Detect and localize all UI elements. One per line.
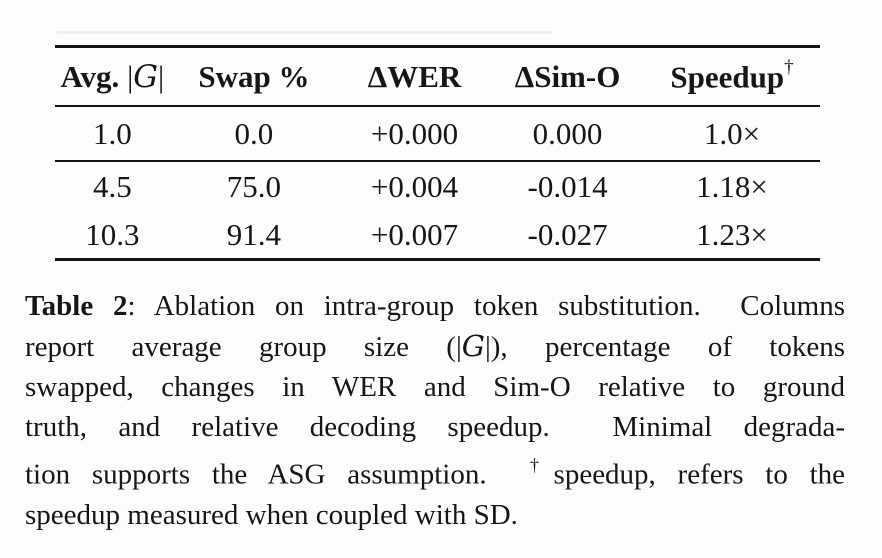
table-cell: 1.18×: [696, 168, 768, 204]
table-cell: -0.014: [527, 168, 608, 204]
col-header-delta-sim-o: ΔSim-O: [491, 46, 645, 107]
scan-artifact-line: [57, 31, 552, 34]
col-header-avg-group-size: Avg. |G|: [55, 46, 170, 107]
caption-line: Table 2: Ablation on intra-group token s…: [25, 290, 845, 322]
table-cell: 91.4: [226, 216, 282, 252]
table-header-row: Avg. |G| Swap % ΔWER ΔSim-O Speedup†: [55, 46, 820, 107]
caption-line: truth, and relative decoding speedup. Mi…: [25, 411, 845, 443]
table-cell: +0.000: [338, 106, 492, 162]
table-cell: 4.5: [93, 168, 132, 204]
caption-line: tion supports the ASG assumption. †speed…: [25, 454, 846, 491]
caption-line: report average group size (|G|), percent…: [25, 329, 845, 363]
table-cell: +0.007: [370, 216, 459, 252]
table-row: 10.3 91.4 +0.007 -0.027 1.23×: [55, 210, 820, 260]
table-cell: 0.000: [491, 106, 645, 162]
caption-line: speedup measured when coupled with SD.: [25, 498, 518, 531]
table-caption: Table 2: Ablation on intra-group token s…: [25, 286, 845, 535]
script-g-symbol: G: [461, 329, 485, 363]
table-group-ablation: 4.5 75.0 +0.004 -0.014 1.18× 10.3 91.4 +0.007 -0…: [55, 161, 820, 260]
table-cell: -0.027: [527, 216, 608, 252]
table-cell: 10.3: [85, 216, 140, 252]
dagger-superscript-icon: †: [530, 454, 554, 475]
caption-line: swapped, changes in WER and Sim-O relati…: [25, 371, 845, 403]
table-cell: 75.0: [226, 168, 282, 204]
col-header-delta-wer: ΔWER: [338, 46, 492, 107]
table-cell: 0.0: [169, 106, 339, 162]
table-cell: +0.004: [370, 168, 459, 204]
table-cell: 1.0×: [644, 106, 820, 162]
col-header-speedup: Speedup†: [644, 46, 820, 107]
ablation-results-table: Avg. |G| Swap % ΔWER ΔSim-O Speedup† 1.0…: [55, 45, 820, 261]
script-g-symbol: G: [133, 58, 159, 95]
table-cell: 1.0: [55, 106, 170, 162]
table-row: 4.5 75.0 +0.004 -0.014 1.18×: [55, 161, 820, 210]
table-row: 1.0 0.0 +0.000 0.000 1.0×: [55, 106, 820, 162]
col-header-swap-percent: Swap %: [169, 46, 339, 107]
dagger-superscript-icon: †: [784, 56, 794, 78]
table-group-baseline: 1.0 0.0 +0.000 0.000 1.0×: [55, 106, 820, 162]
table-cell: 1.23×: [696, 216, 768, 252]
